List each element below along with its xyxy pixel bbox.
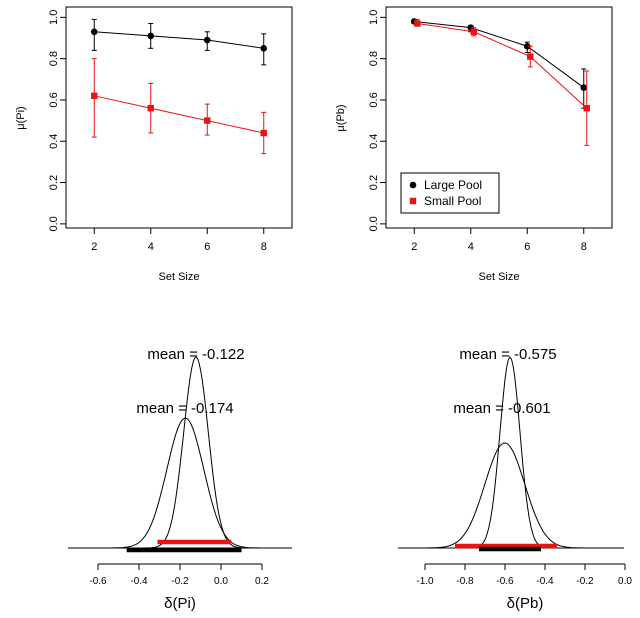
density-curve-small-pool	[81, 417, 292, 549]
data-point	[90, 28, 98, 36]
y-axis-title: μ(Pb)	[335, 104, 347, 131]
line-chart-2: 2 4 6 8 0.0 0.2 0.4 0.6 0.8 1.0 Set Size μ(Pb) Large…	[335, 6, 613, 283]
x-tick-label: 4	[148, 241, 154, 253]
x-axis-title: Set Size	[479, 271, 520, 283]
legend-marker-small-pool	[409, 197, 417, 205]
y-tick-label: 0.0	[368, 216, 380, 231]
density-chart-1: -0.6 -0.4 -0.2 0.0 0.2 δ(Pi) mean = -0.122 mean…	[68, 346, 292, 612]
mean-annotation: mean = -0.601	[453, 400, 550, 417]
x-tick-label: 6	[204, 241, 210, 253]
data-point	[260, 129, 267, 137]
legend-label-large-pool: Large Pool	[424, 178, 482, 192]
plot-box	[385, 6, 613, 229]
data-point	[527, 53, 534, 60]
x-tick-label: -0.6	[496, 576, 514, 587]
density-curve-small-pool	[405, 442, 623, 549]
x-axis-title: Set Size	[159, 271, 200, 283]
data-point	[583, 105, 590, 112]
x-tick-label: -0.2	[576, 576, 594, 587]
x-axis-title: δ(Pb)	[507, 595, 544, 612]
density-chart-2: -1.0 -0.8 -0.6 -0.4 -0.2 0.0 δ(Pb) mean = -0.57…	[398, 346, 632, 612]
legend-label-small-pool: Small Pool	[424, 194, 481, 208]
y-tick-label: 0.8	[368, 51, 380, 66]
series-line-small-pool	[417, 23, 588, 109]
x-tick-label: 2	[91, 241, 97, 253]
y-tick-label: 0.0	[48, 216, 60, 231]
data-point	[204, 117, 211, 124]
y-axis-title: μ(Pi)	[15, 106, 27, 129]
legend-box	[400, 172, 500, 214]
y-tick-label: 0.2	[48, 175, 60, 190]
x-tick-label: -0.6	[89, 576, 107, 587]
y-tick-label: 1.0	[368, 10, 380, 25]
x-tick-label: 8	[581, 241, 587, 253]
x-tick-label: -0.2	[171, 576, 189, 587]
y-tick-label: 0.2	[368, 175, 380, 190]
data-point	[580, 84, 588, 91]
series-line-small-pool	[94, 95, 264, 134]
data-point	[523, 42, 531, 50]
x-tick-label: -0.4	[536, 576, 554, 587]
data-point	[260, 45, 268, 52]
series-line-large-pool	[94, 31, 264, 49]
data-point	[147, 105, 154, 112]
x-axis-title: δ(Pi)	[164, 595, 196, 612]
y-tick-label: 1.0	[48, 10, 60, 25]
y-tick-label: 0.4	[368, 134, 380, 149]
y-tick-label: 0.4	[48, 134, 60, 149]
x-tick-label: 2	[411, 241, 417, 253]
x-tick-label: 6	[524, 241, 530, 253]
x-tick-label: -0.4	[130, 576, 148, 587]
x-tick-label: -0.8	[456, 576, 474, 587]
x-tick-label: 4	[468, 241, 474, 253]
y-tick-label: 0.8	[48, 51, 60, 66]
x-tick-label: 0.2	[255, 576, 269, 587]
data-point	[147, 32, 155, 40]
mean-annotation: mean = -0.122	[147, 346, 244, 363]
mean-annotation: mean = -0.174	[136, 400, 233, 417]
data-point	[414, 20, 421, 27]
x-tick-label: -1.0	[416, 576, 434, 587]
legend: Large Pool Small Pool	[400, 172, 500, 214]
line-chart-1: 2 4 6 8 0.0 0.2 0.4 0.6 0.8 1.0 Set Size μ(Pi)	[15, 6, 293, 283]
x-tick-label: 8	[261, 241, 267, 253]
data-point	[203, 36, 211, 44]
x-tick-label: 0.0	[618, 576, 632, 587]
data-point	[470, 28, 477, 35]
data-point	[91, 92, 98, 100]
series-line-large-pool	[414, 20, 585, 88]
x-tick-label: 0.0	[214, 576, 228, 587]
legend-marker-large-pool	[409, 181, 417, 189]
mean-annotation: mean = -0.575	[459, 346, 556, 363]
y-tick-label: 0.6	[368, 92, 380, 107]
density-curve-large-pool	[81, 356, 292, 549]
plot-box	[65, 6, 293, 229]
y-tick-label: 0.6	[48, 92, 60, 107]
